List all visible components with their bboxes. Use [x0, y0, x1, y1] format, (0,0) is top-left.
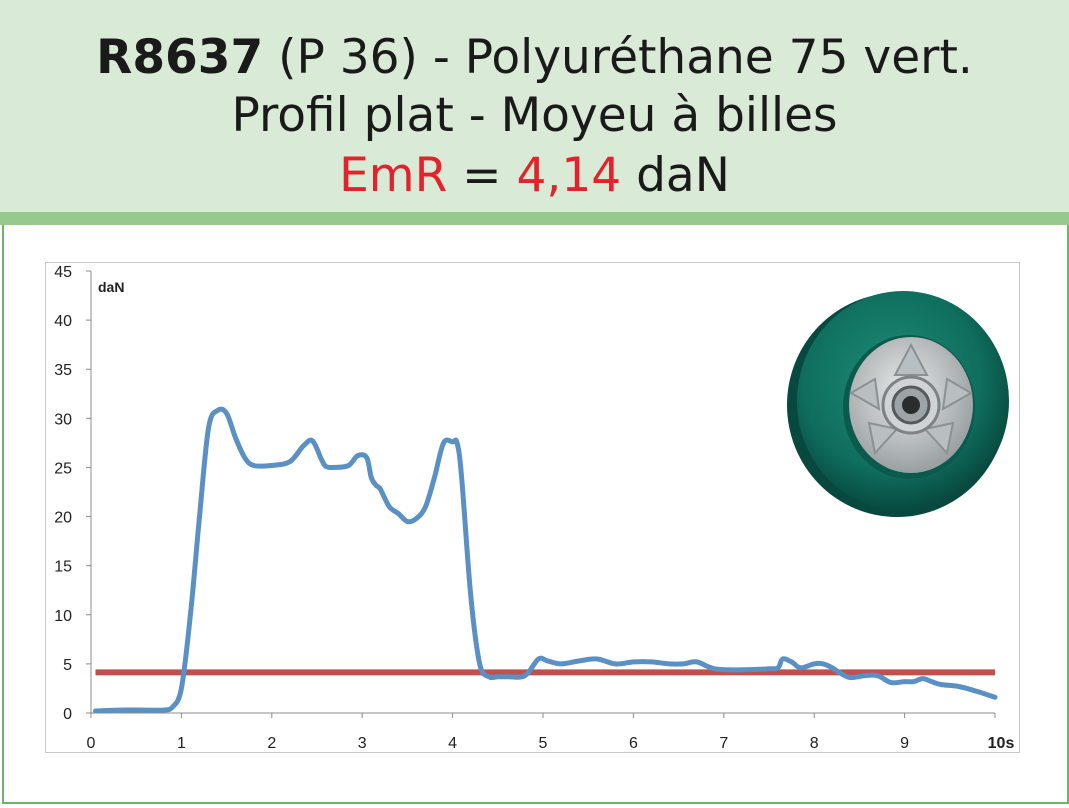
- product-title: (P 36) - Polyuréthane 75 vert.: [263, 30, 973, 85]
- x-tick-label: 4: [448, 735, 457, 752]
- emr-line: EmR = 4,14 daN: [0, 148, 1069, 204]
- x-tick-label: 7: [719, 735, 728, 752]
- x-tick-label: 0: [87, 735, 96, 752]
- emr-value: 4,14: [516, 148, 622, 203]
- title-line-1: R8637 (P 36) - Polyuréthane 75 vert.: [0, 30, 1069, 86]
- title-line-2: Profil plat - Moyeu à billes: [231, 88, 838, 143]
- y-tick-label: 40: [54, 313, 72, 330]
- force-curve-line: [93, 406, 998, 714]
- y-tick-label: 20: [54, 510, 72, 527]
- emr-label: EmR: [339, 148, 448, 203]
- banner-divider: [0, 212, 1069, 225]
- y-tick-label: 35: [54, 362, 72, 379]
- title-banner: R8637 (P 36) - Polyuréthane 75 vert. Pro…: [0, 0, 1069, 212]
- emr-equals: =: [447, 148, 517, 203]
- y-tick-label: 5: [63, 657, 72, 674]
- y-tick-label: 45: [54, 264, 72, 281]
- y-tick-label: 25: [54, 460, 72, 477]
- x-tick-label: 10s: [988, 735, 1015, 752]
- wheel-icon: [787, 291, 1009, 517]
- x-tick-label: 6: [629, 735, 638, 752]
- x-tick-label: 2: [267, 735, 276, 752]
- y-tick-label: 15: [54, 559, 72, 576]
- emr-unit: daN: [621, 148, 730, 203]
- x-tick-label: 8: [810, 735, 819, 752]
- y-tick-label: 0: [63, 706, 72, 723]
- product-code: R8637: [96, 30, 264, 85]
- y-axis-unit-label: daN: [98, 279, 124, 295]
- y-tick-label: 10: [54, 608, 72, 625]
- y-tick-label: 30: [54, 411, 72, 428]
- x-tick-label: 5: [539, 735, 548, 752]
- x-tick-label: 1: [177, 735, 186, 752]
- x-tick-label: 9: [900, 735, 909, 752]
- chart-frame: [2, 225, 1069, 804]
- x-tick-label: 3: [358, 735, 367, 752]
